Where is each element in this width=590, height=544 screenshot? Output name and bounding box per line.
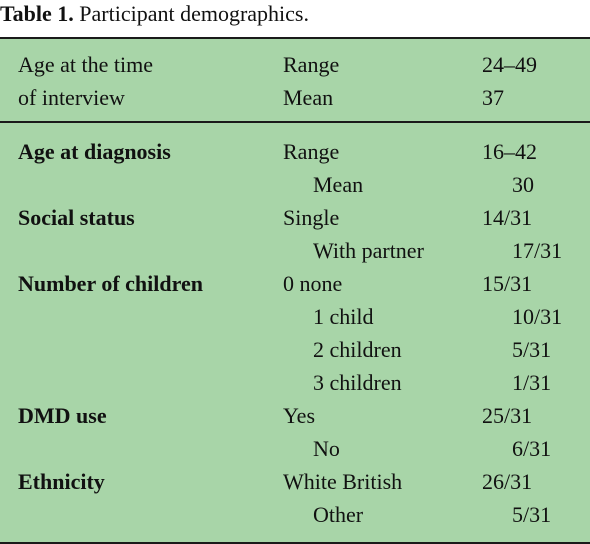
table-row: Social status Single 14/31 [0,201,590,234]
row-value-cell: 14/31 [482,205,533,230]
header-row: of interview Mean 37 [0,81,590,114]
row-subgroup-cell: Single [283,205,340,230]
header-rule [0,121,590,123]
row-value-cell: 15/31 [482,271,533,296]
header-cell-statistic: Mean [283,85,334,110]
table-caption-label: Table 1. [0,1,74,26]
row-value-cell: 5/31 [512,337,552,362]
row-subgroup-cell: With partner [313,238,424,263]
table-row: 3 children 1/31 [0,366,590,399]
table-row: Age at diagnosis Range 16–42 [0,135,590,168]
header-cell-value: 24–49 [482,52,537,77]
row-value-cell: 17/31 [512,238,563,263]
row-subgroup-cell: Other [313,502,364,527]
demographics-table: Age at the time Range 24–49 of interview… [0,37,590,544]
row-subgroup-cell: 0 none [283,271,343,296]
table-top-rule [0,37,590,39]
row-value-cell: 30 [512,172,534,197]
table-row: 1 child 10/31 [0,300,590,333]
header-row: Age at the time Range 24–49 [0,48,590,81]
row-subgroup-cell: Yes [283,403,316,428]
header-cell-label: of interview [18,85,125,110]
row-category-cell: Social status [18,205,135,230]
row-subgroup-cell: No [313,436,340,461]
table-caption-text: Participant demographics. [79,1,309,26]
row-subgroup-cell: 1 child [313,304,374,329]
table-caption: Table 1. Participant demographics. [0,2,309,26]
table-row: Number of children 0 none 15/31 [0,267,590,300]
table-row: Ethnicity White British 26/31 [0,465,590,498]
header-cell-value: 37 [482,85,504,110]
row-category-cell: Number of children [18,271,203,296]
row-value-cell: 5/31 [512,502,552,527]
row-value-cell: 10/31 [512,304,563,329]
row-category-cell: Age at diagnosis [18,139,171,164]
row-subgroup-cell: Range [283,139,340,164]
table-row: Mean 30 [0,168,590,201]
header-cell-label: Age at the time [18,52,154,77]
row-value-cell: 26/31 [482,469,533,494]
table-bottom-rule [0,542,590,544]
table-row: DMD use Yes 25/31 [0,399,590,432]
row-value-cell: 1/31 [512,370,552,395]
table-row: No 6/31 [0,432,590,465]
row-value-cell: 25/31 [482,403,533,428]
row-subgroup-cell: White British [283,469,403,494]
row-subgroup-cell: 2 children [313,337,402,362]
row-category-cell: Ethnicity [18,469,105,494]
table-row: With partner 17/31 [0,234,590,267]
header-cell-statistic: Range [283,52,340,77]
row-value-cell: 16–42 [482,139,537,164]
row-value-cell: 6/31 [512,436,552,461]
row-category-cell: DMD use [18,403,107,428]
table-row: 2 children 5/31 [0,333,590,366]
row-subgroup-cell: 3 children [313,370,402,395]
table-row: Other 5/31 [0,498,590,531]
row-subgroup-cell: Mean [313,172,364,197]
